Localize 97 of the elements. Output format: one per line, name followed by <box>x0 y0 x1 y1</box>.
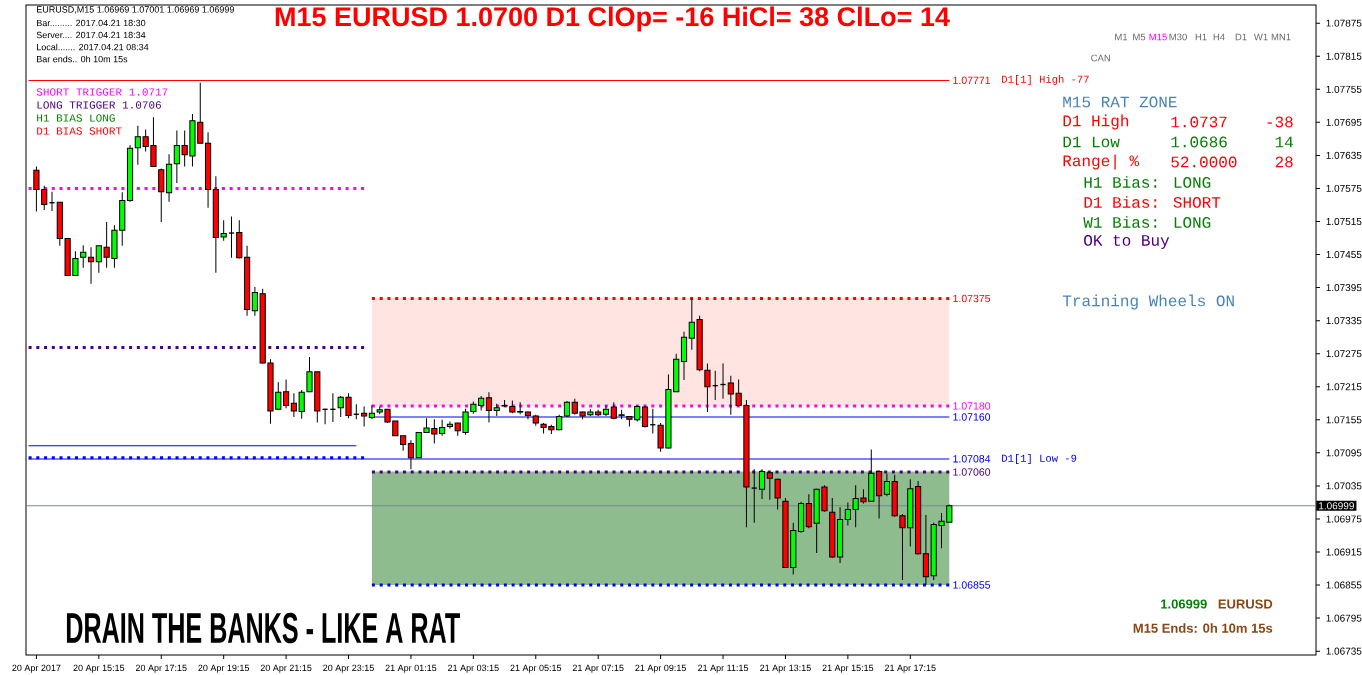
annotation: H4 <box>1213 33 1225 41</box>
y-tick-label: 1.07815 <box>1326 52 1362 60</box>
y-tick-label: 1.07875 <box>1326 19 1362 27</box>
annotation: 28 <box>1275 156 1293 168</box>
y-tick-label: 1.07155 <box>1326 416 1362 424</box>
x-tick-label: 21 Apr 09:15 <box>635 664 686 673</box>
annotation: D1[1] Low -9 <box>1002 454 1077 464</box>
x-tick-label: 20 Apr 17:15 <box>135 664 187 673</box>
annotation: EURUSD <box>1218 599 1273 609</box>
annotation: Local....... 2017.04.21 08:34 <box>37 43 149 51</box>
y-tick-label: 1.06855 <box>1326 581 1362 589</box>
annotation: H1 BIAS LONG <box>37 114 115 122</box>
y-tick-label: 1.07575 <box>1326 184 1362 192</box>
annotation: 1.0737 <box>1171 116 1227 128</box>
annotation: -38 <box>1267 116 1293 128</box>
candlestick <box>750 468 758 524</box>
candlestick <box>766 471 773 501</box>
x-tick-label: 21 Apr 05:15 <box>510 664 562 673</box>
x-tick-label: 21 Apr 07:15 <box>572 664 624 673</box>
y-tick-label: 1.07215 <box>1326 383 1362 391</box>
x-tick-label: 21 Apr 17:15 <box>884 664 936 673</box>
series-label: 1.07180 <box>953 402 991 410</box>
x-tick-label: 21 Apr 15:15 <box>822 664 874 673</box>
annotation: H1 Bias: LONG <box>1084 176 1211 188</box>
series-label: 1.07375 <box>953 294 991 303</box>
x-tick-label: 20 Apr 23:15 <box>323 664 374 673</box>
candlestick <box>87 246 95 285</box>
x-tick-label: 20 Apr 21:15 <box>260 664 312 673</box>
ref-line-label: 1.06999 <box>1319 502 1354 510</box>
annotation: W1 <box>1253 33 1268 41</box>
annotation: M30 <box>1169 33 1187 41</box>
annotation: 14 <box>1275 136 1293 148</box>
annotation: SHORT TRIGGER 1.0717 <box>36 88 168 96</box>
annotation: D1 High <box>1063 114 1129 130</box>
annotation: 1.0686 <box>1171 136 1227 148</box>
annotation: Training Wheels ON <box>1062 294 1234 310</box>
annotation: Range| % <box>1063 154 1140 170</box>
x-tick-label: 20 Apr 19:15 <box>198 664 250 673</box>
y-tick-label: 1.06915 <box>1326 548 1362 556</box>
annotation: M15 <box>1149 33 1167 41</box>
x-tick-label: 21 Apr 13:15 <box>760 664 811 673</box>
annotation: D1 Bias: SHORT <box>1084 196 1221 208</box>
annotation: D1 <box>1235 33 1247 41</box>
annotation: Server.... 2017.04.21 18:34 <box>36 31 146 39</box>
annotation: DRAIN THE BANKS - LIKE A RAT <box>66 612 460 644</box>
series-label: 1.07084 <box>953 455 991 463</box>
annotation: MN1 <box>1271 33 1291 41</box>
y-tick-label: 1.07395 <box>1326 284 1362 292</box>
annotation: LONG TRIGGER 1.0706 <box>37 101 161 109</box>
y-tick-label: 1.06735 <box>1326 647 1362 655</box>
candlestick <box>228 216 235 259</box>
x-tick-label: 21 Apr 01:15 <box>385 664 437 673</box>
candlestick <box>758 468 766 500</box>
candlestick <box>704 363 711 413</box>
y-tick-label: 1.07515 <box>1326 217 1362 226</box>
annotation: EURUSD,M15 1.06969 1.07001 1.06969 1.06999 <box>37 6 234 14</box>
x-tick-label: 20 Apr 2017 <box>12 664 61 673</box>
annotation: CAN <box>1091 54 1110 62</box>
candlestick <box>80 244 87 269</box>
x-tick-label: 21 Apr 03:15 <box>448 664 499 673</box>
x-tick-label: 21 Apr 11:15 <box>698 664 749 673</box>
y-tick-label: 1.06975 <box>1326 515 1362 523</box>
candlestick <box>368 404 376 420</box>
y-tick-label: 1.07275 <box>1326 350 1362 358</box>
y-tick-label: 1.07335 <box>1326 317 1362 325</box>
y-tick-label: 1.07095 <box>1326 449 1362 457</box>
series-label: 1.07160 <box>953 413 991 421</box>
y-tick-label: 1.07455 <box>1326 250 1362 259</box>
annotation: D1[1] High -77 <box>1002 75 1089 85</box>
y-tick-label: 1.07695 <box>1326 118 1362 126</box>
candlestick <box>485 391 493 424</box>
y-tick-label: 1.06795 <box>1326 614 1362 622</box>
y-tick-label: 1.07755 <box>1326 85 1362 93</box>
annotation: M15 Ends: 0h 10m 15s <box>1133 623 1273 633</box>
candlestick <box>774 478 781 511</box>
annotation: 1.06999 <box>1161 599 1207 609</box>
annotation: D1 Low <box>1063 136 1120 148</box>
annotation: H1 <box>1195 33 1207 41</box>
annotation: W1 Bias: LONG <box>1083 216 1211 228</box>
annotation: M1 <box>1115 33 1128 41</box>
annotation: Bar......... 2017.04.21 18:30 <box>37 19 146 27</box>
series-label: 1.06855 <box>953 581 991 589</box>
series-label: 1.07060 <box>953 468 991 476</box>
candlestick <box>158 168 165 223</box>
annotation: M15 RAT ZONE <box>1063 96 1177 108</box>
series-label: 1.07771 <box>953 76 991 85</box>
x-tick-label: 20 Apr 15:15 <box>73 664 125 673</box>
chart-title: M15 EURUSD 1.0700 D1 ClOp= -16 HiCl= 38 ClLo= 14 <box>275 6 950 32</box>
candlestick <box>602 404 610 417</box>
annotation: OK to Buy <box>1084 234 1170 250</box>
y-tick-label: 1.07635 <box>1326 151 1362 159</box>
annotation: Bar ends.. 0h 10m 15s <box>37 55 128 63</box>
candlestick <box>361 406 368 427</box>
annotation: D1 BIAS SHORT <box>37 127 122 135</box>
annotation: M5 <box>1133 33 1146 41</box>
annotation: 52.0000 <box>1171 156 1237 168</box>
y-tick-label: 1.07035 <box>1326 482 1362 490</box>
